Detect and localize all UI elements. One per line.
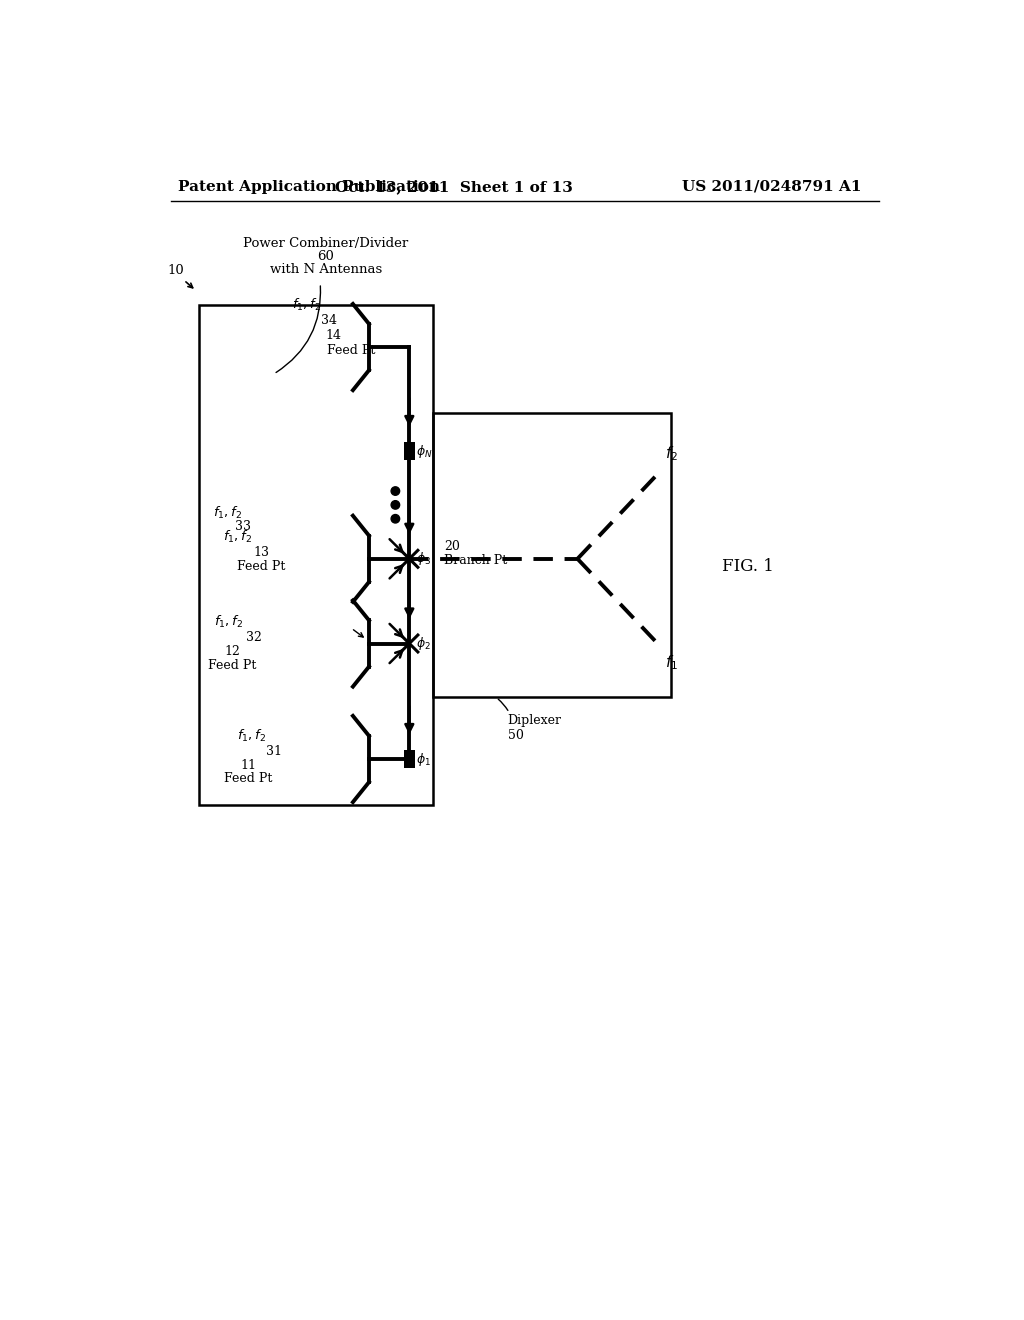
Text: $f_1, f_2$: $f_1, f_2$	[238, 727, 266, 744]
Text: 14: 14	[326, 329, 341, 342]
Text: 10: 10	[168, 264, 184, 277]
Text: 20: 20	[444, 540, 460, 553]
Text: Feed Pt: Feed Pt	[209, 659, 257, 672]
Text: $\phi_2$: $\phi_2$	[416, 635, 430, 652]
Text: $f_1$: $f_1$	[665, 653, 678, 672]
Text: $f_2$: $f_2$	[665, 444, 678, 462]
Text: $f_1, f_2$: $f_1, f_2$	[223, 529, 253, 545]
Text: Feed Pt: Feed Pt	[327, 345, 376, 358]
Text: 50: 50	[508, 730, 523, 742]
Text: Feed Pt: Feed Pt	[238, 560, 286, 573]
Text: Branch Pt: Branch Pt	[444, 554, 508, 566]
Text: $f_1, f_2$: $f_1, f_2$	[292, 297, 321, 313]
Text: $\phi_1$: $\phi_1$	[416, 751, 430, 767]
Text: 33: 33	[234, 520, 251, 533]
Text: 13: 13	[253, 546, 269, 560]
Bar	[403, 750, 415, 768]
Text: 31: 31	[266, 744, 282, 758]
Text: 12: 12	[224, 644, 241, 657]
Text: US 2011/0248791 A1: US 2011/0248791 A1	[682, 180, 861, 194]
Text: Patent Application Publication: Patent Application Publication	[178, 180, 440, 194]
Text: 34: 34	[322, 314, 338, 326]
Text: $f_1, f_2$: $f_1, f_2$	[213, 504, 242, 520]
Text: $f_1, f_2$: $f_1, f_2$	[214, 614, 244, 630]
Text: $\phi_N$: $\phi_N$	[416, 442, 432, 459]
Text: with N Antennas: with N Antennas	[269, 263, 382, 276]
Text: Oct. 13, 2011  Sheet 1 of 13: Oct. 13, 2011 Sheet 1 of 13	[335, 180, 572, 194]
Text: 60: 60	[317, 249, 334, 263]
Text: Feed Pt: Feed Pt	[224, 772, 272, 785]
Bar	[403, 442, 415, 461]
Bar	[200, 305, 432, 805]
Text: Diplexer: Diplexer	[508, 714, 562, 727]
Text: FIG. 1: FIG. 1	[722, 558, 774, 576]
Bar	[432, 413, 671, 697]
Circle shape	[391, 500, 399, 510]
Text: 11: 11	[240, 759, 256, 772]
Text: Power Combiner/Divider: Power Combiner/Divider	[243, 236, 409, 249]
Circle shape	[391, 487, 399, 495]
Text: 32: 32	[246, 631, 262, 644]
Circle shape	[391, 515, 399, 523]
Text: $\phi_3$: $\phi_3$	[416, 550, 431, 568]
